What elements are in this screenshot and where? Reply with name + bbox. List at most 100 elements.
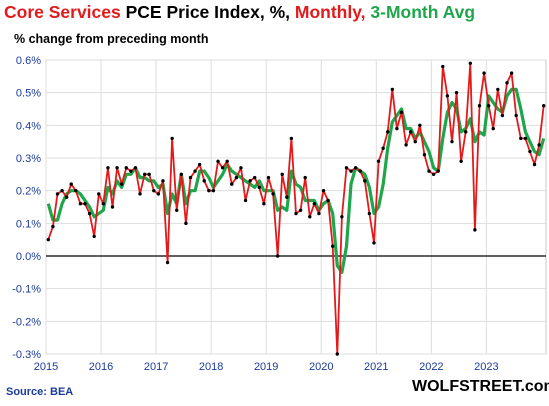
data-point-monthly [170,136,174,141]
data-point-monthly [60,188,64,193]
data-point-monthly [175,208,179,212]
data-point-monthly [78,202,83,206]
y-tick-label: -0.1% [12,284,41,296]
data-point-monthly [207,188,211,193]
data-point-monthly [523,136,528,141]
data-point-monthly [253,175,257,180]
data-point-monthly [110,205,115,209]
data-point-monthly [358,169,362,173]
data-point-monthly [431,172,436,177]
data-point-monthly [92,234,96,239]
data-point-monthly [395,126,399,131]
data-point-monthly [294,211,298,216]
data-point-monthly [179,172,184,177]
data-point-monthly [330,244,335,248]
data-point-monthly [129,169,133,173]
title-part-monthly: Monthly, [294,2,366,22]
data-point-monthly [74,188,78,193]
x-tick-label: 2016 [89,361,113,373]
data-point-monthly [262,202,266,206]
data-point-monthly [344,166,349,170]
chart-subtitle: % change from preceding month [14,32,209,46]
data-point-monthly [243,198,248,203]
series-line-3-month-avg [46,87,546,274]
data-point-monthly [486,104,491,108]
data-point-monthly [418,123,422,128]
data-point-monthly [482,71,486,75]
data-point-monthly [353,166,358,170]
data-point-monthly [445,94,450,98]
data-point-monthly [303,175,307,180]
data-point-monthly [321,188,326,193]
data-point-monthly [500,113,505,118]
data-point-monthly [115,166,119,170]
data-point-monthly [542,104,546,108]
data-point-monthly [280,172,284,177]
data-point-monthly [491,126,495,131]
data-point-monthly [220,166,225,170]
data-point-monthly [386,130,390,134]
data-point-monthly [142,172,147,177]
data-point-monthly [473,228,477,232]
y-tick-label: 0.4% [16,120,41,132]
data-point-monthly [450,139,454,144]
data-point-monthly [225,159,229,163]
data-point-monthly [468,61,473,65]
title-part-3-month-avg: 3-Month Avg [370,2,476,22]
data-point-monthly [239,166,243,170]
data-point-monthly [101,202,106,206]
data-point-monthly [193,169,197,173]
x-tick-label: 2021 [364,361,388,373]
data-point-monthly [285,195,289,199]
data-point-monthly [234,175,239,180]
data-point-monthly [64,195,69,199]
y-tick-label: 0.1% [16,218,41,230]
data-point-monthly [459,159,463,163]
series-line-monthly [47,62,545,355]
data-point-monthly [454,90,459,95]
y-tick-label: 0.5% [16,88,41,100]
data-point-monthly [55,192,60,196]
data-point-monthly [537,143,541,147]
data-point-monthly [340,215,344,219]
data-point-monthly [230,182,234,186]
data-point-monthly [289,136,294,141]
data-point-monthly [184,221,188,226]
data-point-monthly [271,192,275,196]
data-point-monthly [46,237,50,242]
data-point-monthly [363,179,367,183]
y-tick-label: 0.3% [16,153,41,165]
data-point-monthly [441,64,445,69]
title-part-core-services: Core Services [4,2,121,22]
data-point-monthly [532,162,537,167]
data-point-monthly [381,146,385,150]
x-tick-label: 2023 [474,361,498,373]
data-point-monthly [335,352,339,356]
data-point-monthly [156,192,161,196]
data-point-monthly [464,130,468,134]
data-point-monthly [408,130,413,134]
data-point-monthly [528,149,532,154]
data-point-monthly [505,81,509,85]
chart-title: Core Services PCE Price Index, %, Monthl… [4,2,475,23]
y-tick-label: 0.6% [16,55,41,67]
data-point-monthly [519,136,523,141]
data-point-monthly [197,162,202,167]
data-point-monthly [326,198,330,203]
data-point-monthly [106,166,110,170]
data-point-monthly [376,159,381,163]
data-point-monthly [124,166,128,170]
data-point-monthly [477,104,482,108]
data-point-monthly [372,241,376,245]
data-point-monthly [165,260,170,265]
data-point-monthly [422,153,427,157]
data-point-monthly [87,211,92,216]
data-point-monthly [147,172,151,177]
data-point-monthly [257,185,262,190]
data-point-monthly [349,169,353,173]
data-point-monthly [216,159,220,163]
data-point-monthly [404,143,408,147]
x-tick-label: 2019 [254,361,278,373]
data-point-monthly [83,202,87,206]
data-point-monthly [138,192,142,196]
